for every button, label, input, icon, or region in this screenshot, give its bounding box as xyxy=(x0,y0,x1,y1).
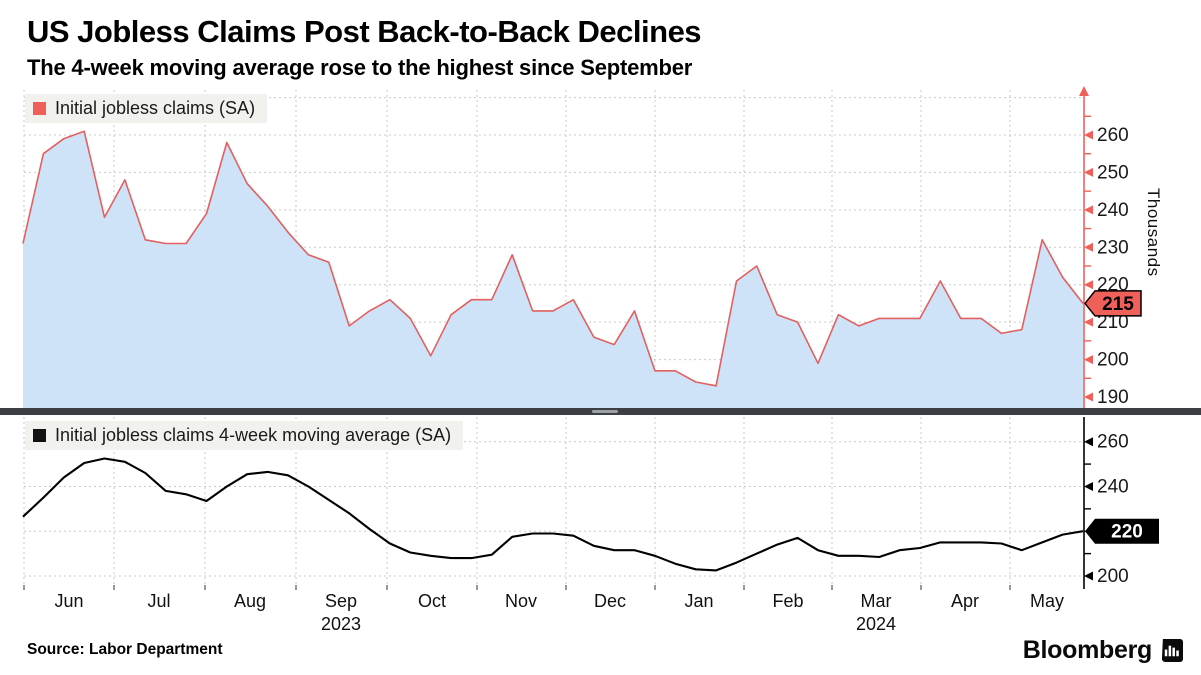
badge-value: 220 xyxy=(1111,522,1143,543)
y-tick-label: 200 xyxy=(1097,350,1129,371)
legend-swatch-red xyxy=(33,102,46,115)
brand-wordmark: Bloomberg xyxy=(1022,636,1153,664)
bloomberg-terminal-icon xyxy=(1161,639,1183,662)
axis-arrow-up xyxy=(1079,86,1089,96)
series xyxy=(22,130,1084,572)
x-axis-year-label: 2024 xyxy=(855,614,897,634)
major-tick-arrow xyxy=(1084,481,1093,491)
badge-value: 215 xyxy=(1102,294,1134,315)
x-axis-month-label: Mar xyxy=(860,591,892,611)
panel-divider xyxy=(0,408,1201,415)
major-tick-arrow xyxy=(1084,317,1093,327)
last-value-badges: 215 220 xyxy=(1084,290,1159,544)
y-tick-label: 240 xyxy=(1097,200,1129,221)
x-axis-year-label: 2023 xyxy=(320,614,362,634)
legend-swatch-black xyxy=(33,429,46,442)
x-axis-month-label: Dec xyxy=(593,591,627,611)
x-axis-month-label: Aug xyxy=(233,591,267,611)
source-note: Source: Labor Department xyxy=(27,641,223,658)
y-tick-label: 260 xyxy=(1097,432,1129,453)
y-tick-label: 260 xyxy=(1097,125,1129,146)
y-tick-label: 210 xyxy=(1097,312,1129,333)
x-axis-month-label: Nov xyxy=(504,591,538,611)
y-tick-label: 250 xyxy=(1097,162,1129,183)
panel-divider-handle[interactable] xyxy=(592,410,618,413)
axes: 260250240230220210200190260240220200 xyxy=(23,86,1129,590)
major-tick-arrow xyxy=(1084,280,1093,290)
y-axis-title: Thousands xyxy=(1144,188,1163,277)
major-tick-arrow xyxy=(1084,167,1093,177)
x-axis-month-label: May xyxy=(1029,591,1065,611)
brand-logo: Bloomberg xyxy=(1023,636,1183,665)
x-axis-month-label: Apr xyxy=(950,591,980,611)
y-tick-label: 200 xyxy=(1097,566,1129,587)
legend-initial-claims[interactable]: Initial jobless claims (SA) xyxy=(25,94,268,123)
page-subtitle: The 4-week moving average rose to the hi… xyxy=(27,55,693,80)
major-tick-arrow xyxy=(1084,392,1093,402)
y-tick-label: 240 xyxy=(1097,476,1129,497)
legend-label: Initial jobless claims (SA) xyxy=(55,98,256,118)
y-tick-label: 230 xyxy=(1097,237,1129,258)
x-axis-month-label: Jul xyxy=(147,591,171,611)
legend-moving-average[interactable]: Initial jobless claims 4-week moving ave… xyxy=(25,421,464,450)
page-title: US Jobless Claims Post Back-to-Back Decl… xyxy=(27,14,702,49)
moving-average-line xyxy=(22,457,1084,572)
major-tick-arrow xyxy=(1084,355,1093,365)
legend-label: Initial jobless claims 4-week moving ave… xyxy=(55,425,452,445)
x-axis-month-label: Sep xyxy=(324,591,358,611)
major-tick-arrow xyxy=(1084,571,1093,581)
major-tick-arrow xyxy=(1084,205,1093,215)
x-axis-month-label: Jun xyxy=(54,591,84,611)
initial-claims-line xyxy=(22,130,1084,387)
x-axis-month-label: Jan xyxy=(684,591,714,611)
major-tick-arrow xyxy=(1084,242,1093,252)
y-tick-label: 190 xyxy=(1097,387,1129,408)
major-tick-arrow xyxy=(1084,437,1093,447)
last-value-badge xyxy=(1084,290,1142,317)
major-tick-arrow xyxy=(1084,130,1093,140)
x-axis-month-label: Oct xyxy=(417,591,447,611)
x-axis-month-label: Feb xyxy=(772,591,804,611)
last-value-badge xyxy=(1085,518,1159,544)
initial-claims-area xyxy=(23,131,1083,409)
